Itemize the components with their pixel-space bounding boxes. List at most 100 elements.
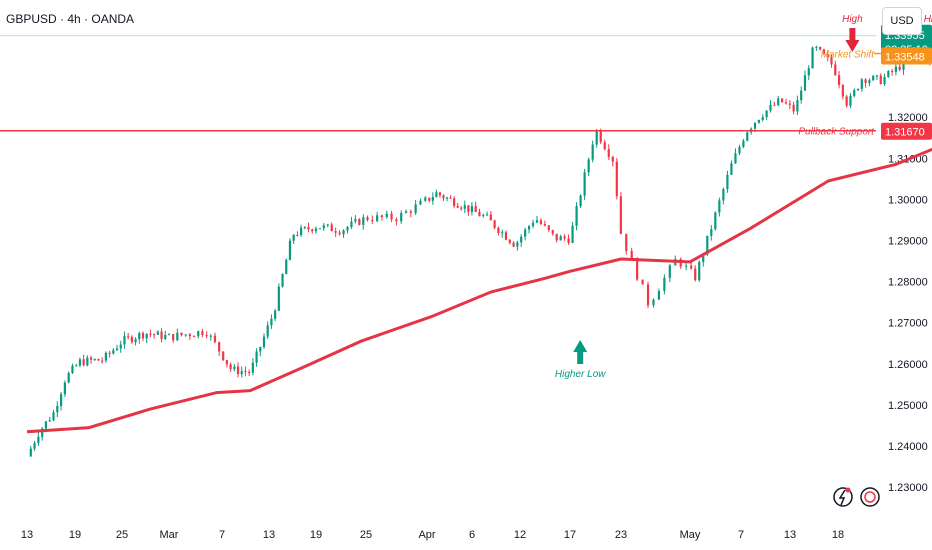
candle-body [424, 197, 427, 201]
candle-body [872, 75, 875, 81]
candle-body [435, 192, 438, 198]
candle-body [376, 215, 379, 221]
candle-body [104, 352, 108, 361]
candle-body [788, 103, 791, 105]
candle-body [385, 213, 388, 218]
y-tick-label: 1.29000 [888, 236, 928, 248]
candle-body [59, 394, 63, 406]
market-shift-label: Market Shift [821, 49, 876, 60]
market-shift-price-value: 1.33548 [885, 52, 925, 64]
candle-body [875, 75, 879, 77]
candle-body [115, 348, 119, 351]
candle-body [883, 76, 886, 85]
candle-body [714, 212, 717, 230]
candle-body [765, 110, 768, 118]
arrow-up-icon [573, 340, 588, 364]
support-price-value: 1.31670 [885, 127, 925, 139]
candle-body [615, 161, 618, 197]
candle-body [82, 359, 85, 366]
candle-body [248, 371, 251, 373]
candle-body [307, 227, 310, 230]
support-price-badge [881, 122, 932, 140]
x-tick-label: May [680, 529, 701, 541]
logo-icon[interactable] [833, 487, 880, 507]
candle-body [380, 215, 384, 218]
candle-body [830, 57, 833, 65]
candle-body [431, 197, 434, 201]
symbol-title: GBPUSD · 4h · OANDA [6, 12, 135, 26]
candle-body [366, 217, 369, 220]
candle-body [244, 371, 247, 373]
candle-body [29, 448, 32, 457]
candle-body [453, 198, 456, 207]
candle-body [311, 229, 314, 232]
candle-body [559, 236, 562, 241]
candle-body [192, 336, 196, 338]
x-tick-label: 7 [219, 529, 225, 541]
candle-body [63, 382, 66, 395]
candle-body [167, 334, 171, 336]
candle-body [757, 119, 760, 123]
candle-body [603, 142, 606, 150]
candle-body [262, 336, 266, 348]
candle-body [685, 265, 688, 267]
candle-body [467, 205, 470, 212]
candle-body [478, 211, 481, 217]
candle-body [322, 225, 325, 229]
candle-body [101, 360, 104, 362]
candle-body [285, 260, 288, 275]
candle-body [134, 339, 137, 343]
candle-body [822, 49, 826, 55]
candle-body [119, 344, 122, 349]
candle-body [599, 130, 602, 143]
candle-body [849, 95, 852, 106]
candle-body [718, 200, 721, 213]
candle-body [587, 159, 590, 173]
candle-body [229, 364, 232, 370]
y-tick-label: 1.25000 [888, 400, 928, 412]
candle-body [531, 222, 535, 227]
candle-body [350, 221, 353, 228]
candlesticks[interactable] [29, 32, 932, 457]
candle-body [571, 225, 574, 243]
candle-body [516, 242, 519, 247]
candle-body [296, 234, 299, 236]
candle-body [390, 213, 393, 220]
candle-body [891, 71, 894, 73]
annotations: HighHighHighHigher Low [555, 14, 932, 380]
y-tick-label: 1.24000 [888, 441, 928, 453]
candle-body [130, 336, 133, 343]
candle-body [543, 224, 546, 226]
candle-body [240, 371, 243, 375]
currency-button[interactable]: USD [882, 7, 922, 35]
candle-body [470, 206, 474, 212]
candle-body [75, 365, 78, 367]
candle-body [819, 46, 822, 50]
candle-body [127, 336, 130, 338]
candle-body [445, 197, 449, 199]
candle-body [89, 357, 93, 360]
candle-body [722, 189, 725, 201]
candle-body [738, 146, 741, 154]
x-tick-label: 12 [514, 529, 526, 541]
candle-body [868, 80, 871, 83]
y-tick-label: 1.28000 [888, 277, 928, 289]
candle-body [41, 428, 44, 437]
candle-body [698, 262, 701, 281]
candle-body [141, 333, 145, 339]
candle-body [826, 54, 829, 58]
candle-body [668, 265, 671, 278]
candle-body [48, 420, 51, 422]
candle-body [702, 254, 705, 263]
candle-body [149, 333, 152, 335]
y-tick-label: 1.30000 [888, 194, 928, 206]
candle-body [201, 331, 204, 336]
candle-body [400, 212, 403, 222]
y-axis: 1.320001.310001.300001.290001.280001.270… [888, 112, 928, 494]
candle-body [233, 366, 236, 370]
candle-body [449, 197, 452, 199]
candle-body [213, 335, 217, 343]
candle-body [145, 333, 148, 339]
candle-body [156, 331, 159, 335]
